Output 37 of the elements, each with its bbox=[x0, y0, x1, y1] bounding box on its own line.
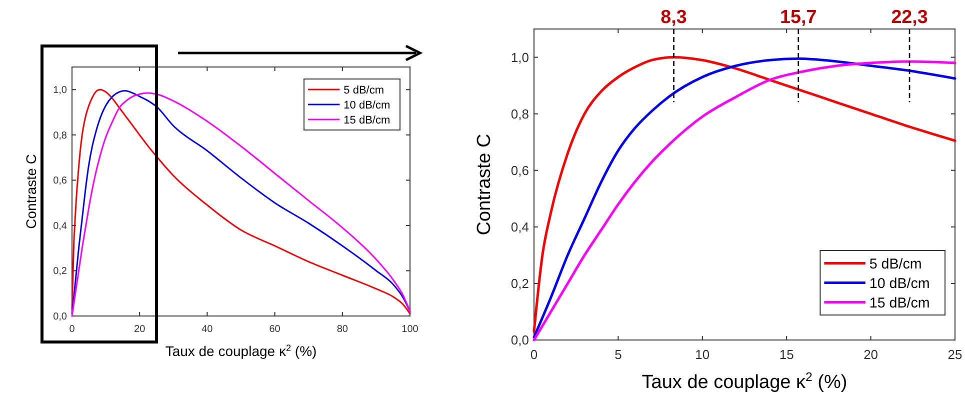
y-tick-label: 1,0 bbox=[510, 50, 529, 65]
y-tick-label: 0,6 bbox=[53, 176, 68, 187]
y-tick-label: 0,4 bbox=[510, 219, 529, 234]
ref-line-label: 8,3 bbox=[660, 6, 687, 27]
y-axis-title: Contraste C bbox=[474, 134, 496, 236]
y-tick-label: 0,4 bbox=[53, 220, 68, 232]
legend-label: 15 dB/cm bbox=[869, 295, 930, 312]
x-tick-label: 40 bbox=[202, 324, 214, 335]
y-tick-label: 1,0 bbox=[53, 85, 68, 96]
y-tick-label: 0,6 bbox=[510, 162, 529, 178]
ref-line-label: 15,7 bbox=[780, 6, 817, 27]
y-axis-title: Contraste C bbox=[23, 154, 39, 229]
x-tick-label: 0 bbox=[530, 347, 538, 362]
y-tick-label: 0,0 bbox=[53, 312, 68, 322]
y-tick-label: 0,2 bbox=[53, 266, 68, 278]
legend-label: 5 dB/cm bbox=[869, 256, 922, 272]
x-tick-label: 10 bbox=[695, 347, 710, 362]
legend-label: 10 dB/cm bbox=[869, 276, 930, 292]
x-tick-label: 25 bbox=[948, 347, 962, 362]
x-axis-title: Taux de couplage κ$^{2}$ (%) bbox=[642, 370, 848, 393]
x-tick-label: 5 bbox=[614, 347, 622, 362]
legend-label: 10 dB/cm bbox=[344, 99, 390, 112]
ref-line-label: 22,3 bbox=[891, 6, 928, 27]
legend-label: 5 dB/cm bbox=[344, 84, 384, 96]
y-tick-label: 0,0 bbox=[510, 332, 529, 348]
x-axis-title: Taux de couplage κ$^{2}$ (%) bbox=[165, 343, 317, 359]
y-tick-label: 0,2 bbox=[510, 276, 529, 292]
y-tick-label: 0,8 bbox=[53, 130, 68, 142]
x-tick-label: 0 bbox=[69, 324, 76, 335]
x-tick-label: 20 bbox=[864, 347, 878, 362]
x-tick-label: 15 bbox=[779, 347, 794, 362]
x-tick-label: 80 bbox=[336, 324, 348, 335]
legend-label: 15 dB/cm bbox=[344, 114, 390, 126]
x-tick-label: 100 bbox=[402, 324, 419, 335]
x-tick-label: 20 bbox=[134, 324, 146, 335]
y-tick-label: 0,8 bbox=[510, 106, 529, 122]
x-tick-label: 60 bbox=[269, 324, 281, 335]
